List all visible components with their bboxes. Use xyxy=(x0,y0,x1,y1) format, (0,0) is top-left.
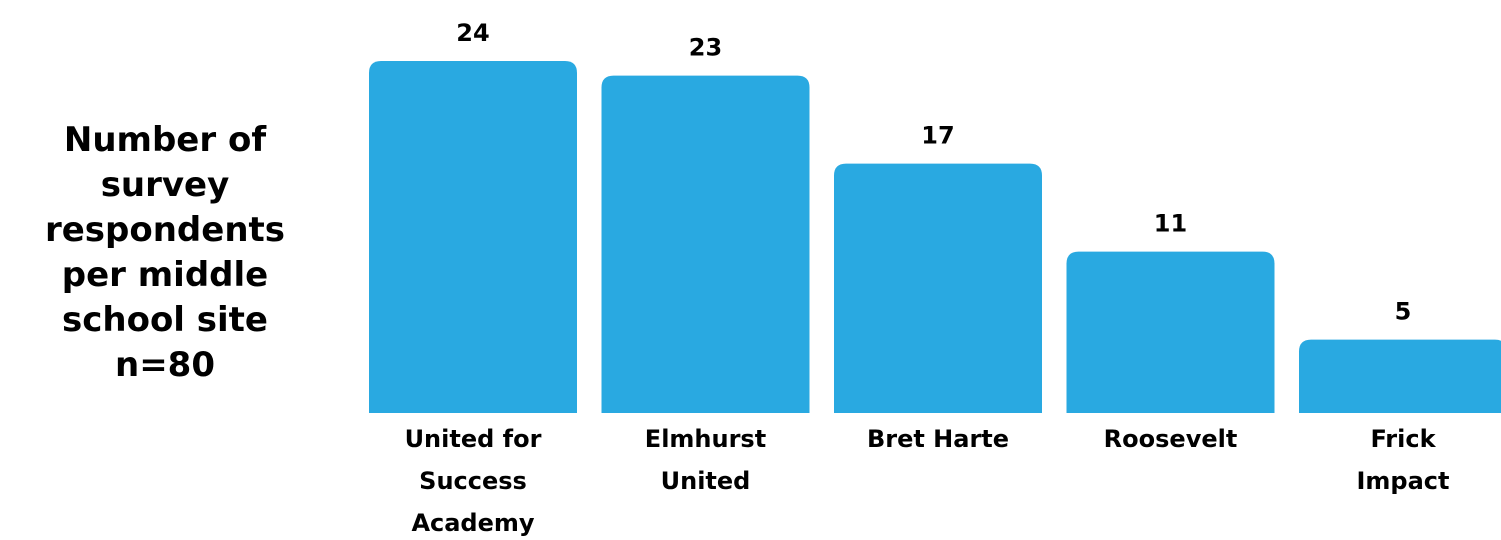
category-label: Elmhurst United xyxy=(645,425,766,495)
chart-title: Number of survey respondents per middle scho… xyxy=(10,118,320,388)
category-label-line: Frick xyxy=(1370,425,1436,453)
data-label: 24 xyxy=(456,19,489,47)
category-label-line: Roosevelt xyxy=(1104,425,1238,453)
bars-layer xyxy=(369,61,1501,414)
bar xyxy=(1299,339,1501,413)
chart-title-line: per middle xyxy=(61,255,269,295)
category-label-line: Bret Harte xyxy=(867,425,1009,453)
data-label: 17 xyxy=(921,122,954,150)
data-label: 23 xyxy=(689,34,722,62)
category-labels-layer: United for Success Academy Elmhurst United Br… xyxy=(405,425,1450,537)
category-label-line: United for xyxy=(405,425,542,453)
category-label-line: United xyxy=(661,467,751,495)
bar xyxy=(1066,251,1275,413)
chart-title-line: survey xyxy=(100,165,230,205)
bar xyxy=(601,75,810,414)
data-label: 11 xyxy=(1154,210,1187,238)
chart-title-line: school site xyxy=(61,300,268,340)
category-label-line: Academy xyxy=(411,509,534,537)
bar xyxy=(834,163,1042,413)
category-label: Bret Harte xyxy=(867,425,1009,453)
category-label-line: Elmhurst xyxy=(645,425,766,453)
chart-title-line: Number of xyxy=(63,120,267,160)
data-label: 5 xyxy=(1395,298,1412,326)
bar xyxy=(369,61,577,413)
category-label-line: Success xyxy=(419,467,527,495)
value-labels-layer: 24 23 17 11 5 xyxy=(456,19,1411,326)
category-label: Frick Impact xyxy=(1356,425,1449,495)
category-label-line: Impact xyxy=(1356,467,1449,495)
category-label: Roosevelt xyxy=(1104,425,1238,453)
category-label: United for Success Academy xyxy=(405,425,542,537)
chart-title-line: respondents xyxy=(44,210,286,250)
chart-title-line: n=80 xyxy=(114,345,215,385)
